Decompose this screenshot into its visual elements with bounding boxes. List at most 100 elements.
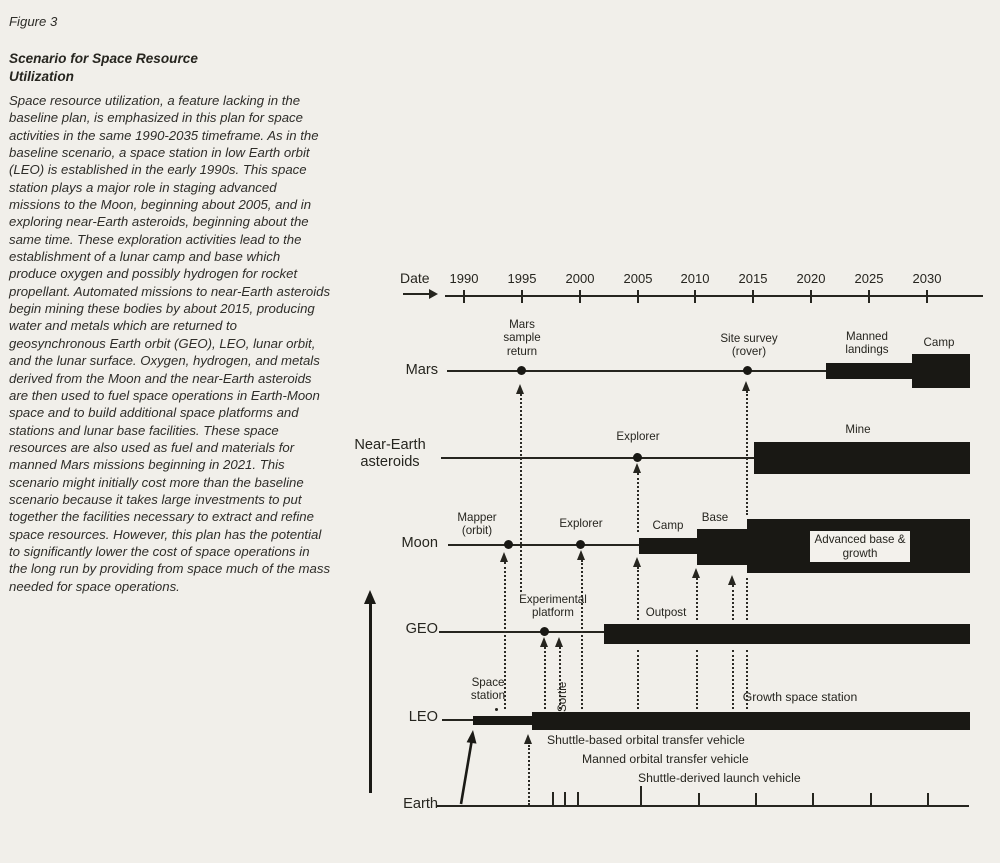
mars-timeline-line <box>447 370 827 372</box>
figure-title: Scenario for Space Resource Utilization <box>9 51 198 84</box>
earth-launch-tick <box>564 792 566 806</box>
mission-path-earth-to-leo <box>528 745 530 805</box>
mission-path-to-advanced-base <box>732 585 734 620</box>
advanced-base-label: Advanced base & growth <box>810 531 910 562</box>
altitude-axis-up-arrow-icon <box>364 590 376 604</box>
up-arrowhead-icon <box>742 381 750 391</box>
mine-bar <box>754 442 970 474</box>
up-arrowhead-icon <box>516 384 524 394</box>
shuttle-derived-lv-label: Shuttle-derived launch vehicle <box>638 771 801 785</box>
leo-space-station-bar <box>473 716 532 725</box>
earth-timeline-line <box>437 805 969 807</box>
row-label-geo: GEO <box>405 621 438 637</box>
mission-path-to-moon-mapper <box>504 562 506 709</box>
axis-tick-2000 <box>579 290 581 303</box>
mission-path-to-site-survey <box>746 391 748 515</box>
mission-path-to-site-survey <box>746 650 748 709</box>
axis-tick-label: 2000 <box>565 271 595 286</box>
axis-tick-label: 1995 <box>507 271 537 286</box>
earth-launch-tick <box>812 793 814 806</box>
nea-timeline-line <box>441 457 755 459</box>
mars-camp-bar <box>912 354 970 388</box>
mapper-label: Mapper (orbit) <box>457 511 497 538</box>
row-label-near-earth-asteroids: Near-Earth asteroids <box>354 437 426 470</box>
axis-tick-label: 2015 <box>738 271 768 286</box>
mission-path-to-moon-camp <box>637 650 639 709</box>
up-arrowhead-icon <box>692 568 700 578</box>
experimental-platform-label: Experimental platform <box>519 593 587 620</box>
moon-base-bar <box>697 529 747 565</box>
moon-explorer-dot <box>576 540 585 549</box>
leo-timeline-line <box>442 719 474 721</box>
up-arrowhead-icon <box>540 637 548 647</box>
up-arrowhead-icon <box>524 734 532 744</box>
up-arrowhead-icon <box>633 557 641 567</box>
axis-tick-label: 2030 <box>912 271 942 286</box>
earth-launch-tick <box>870 793 872 806</box>
nea-explorer-label: Explorer <box>616 430 660 443</box>
outpost-label: Outpost <box>645 606 687 619</box>
mission-path-to-moon-explorer <box>581 560 583 709</box>
space-station-label: Space station <box>470 676 506 703</box>
axis-tick-1995 <box>521 290 523 303</box>
earth-launch-tick <box>698 793 700 806</box>
space-station-pointer-dot <box>495 708 498 711</box>
axis-tick-2005 <box>637 290 639 303</box>
earth-launch-tick <box>640 786 642 806</box>
site-survey-dot <box>743 366 752 375</box>
moon-camp-label: Camp <box>652 519 684 532</box>
earth-launch-tick <box>552 792 554 806</box>
date-axis-line <box>445 295 983 297</box>
up-arrowhead-icon <box>728 575 736 585</box>
manned-landings-label: Manned landings <box>845 330 889 357</box>
mission-path-to-experimental-platform <box>544 647 546 709</box>
moon-camp-bar <box>639 538 697 554</box>
up-arrowhead-icon <box>500 552 508 562</box>
row-label-mars: Mars <box>405 362 438 378</box>
figure-caption-text: Space resource utilization, a feature la… <box>9 93 331 594</box>
row-label-moon: Moon <box>401 535 438 551</box>
mine-label: Mine <box>845 423 871 436</box>
growth-space-station-label: Growth space station <box>742 690 858 704</box>
mission-path-to-moon-base <box>696 578 698 620</box>
axis-tick-2015 <box>752 290 754 303</box>
shuttle-based-otv-label: Shuttle-based orbital transfer vehicle <box>547 733 745 747</box>
date-axis-label: Date <box>400 270 430 286</box>
up-arrowhead-icon <box>577 550 585 560</box>
up-arrowhead-icon <box>555 637 563 647</box>
site-survey-label: Site survey (rover) <box>720 332 778 359</box>
mars-sample-return-label: Mars sample return <box>503 318 541 358</box>
up-arrowhead-icon <box>633 463 641 473</box>
geo-timeline-line <box>439 631 605 633</box>
row-label-leo: LEO <box>408 709 438 725</box>
manned-otv-label: Manned orbital transfer vehicle <box>582 752 749 766</box>
mission-path-to-advanced-base <box>732 650 734 709</box>
axis-tick-label: 2020 <box>796 271 826 286</box>
date-right-arrowhead-icon <box>429 289 438 299</box>
mission-path-to-mars-sample-return <box>520 394 522 592</box>
mars-sample-return-dot <box>517 366 526 375</box>
moon-explorer-label: Explorer <box>559 517 603 530</box>
axis-tick-label: 2010 <box>680 271 710 286</box>
row-label-earth: Earth <box>403 796 438 812</box>
mission-path-to-moon-camp <box>637 567 639 620</box>
nea-explorer-dot <box>633 453 642 462</box>
axis-tick-label: 1990 <box>449 271 479 286</box>
axis-tick-label: 2005 <box>623 271 653 286</box>
axis-tick-2010 <box>694 290 696 303</box>
leo-growth-station-bar <box>532 712 970 730</box>
earth-launch-tick <box>755 793 757 806</box>
axis-tick-2020 <box>810 290 812 303</box>
geo-outpost-bar <box>604 624 970 644</box>
mission-path-to-nea-explorer <box>637 473 639 532</box>
mapper-dot <box>504 540 513 549</box>
earth-launch-tick <box>577 792 579 806</box>
moon-base-label: Base <box>701 511 729 524</box>
manned-landings-bar <box>826 363 912 379</box>
figure-label: Figure 3 <box>9 14 58 29</box>
mission-path-to-site-survey <box>746 578 748 620</box>
axis-tick-2025 <box>868 290 870 303</box>
